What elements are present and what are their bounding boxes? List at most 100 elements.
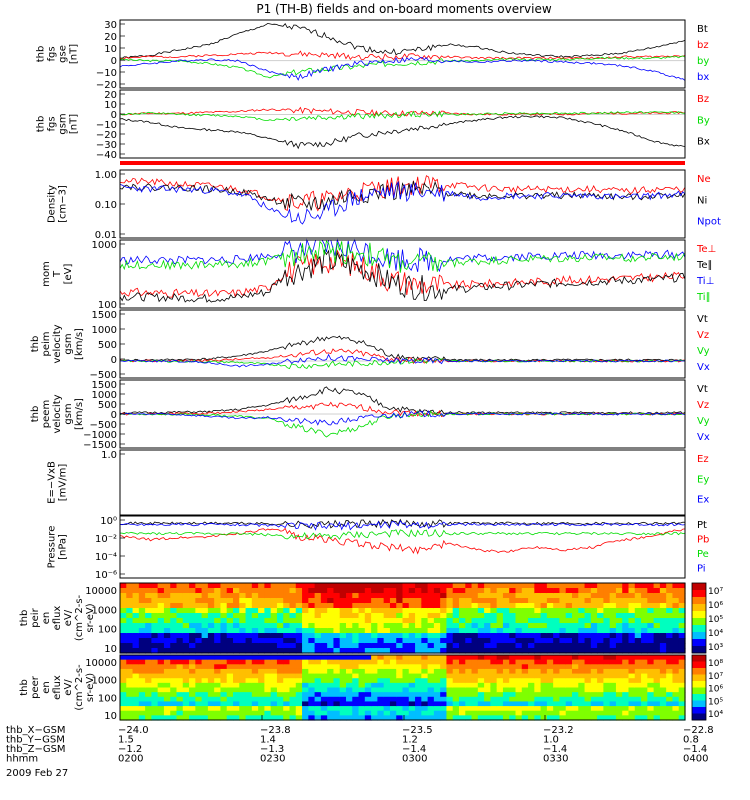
spectrogram-cell <box>195 618 203 624</box>
spectrogram-cell <box>258 668 265 675</box>
spectrogram-cell <box>597 678 604 684</box>
spectrogram-cell <box>264 638 272 644</box>
spectrogram-cell <box>408 588 416 594</box>
panel-peim_velocity: 150010005000−500VtVzVyVxthbpeimvelocityg… <box>30 309 710 381</box>
colorbar-tick-label: 10⁷ <box>708 587 723 597</box>
spectrogram-cell <box>132 659 140 665</box>
x-axis-value: −1.4 <box>543 744 567 755</box>
spectrogram-cell <box>176 701 184 707</box>
spectrogram-cell <box>540 598 548 604</box>
spectrogram-cell <box>176 687 184 693</box>
y-tick-label: 10 <box>104 644 117 655</box>
spectrogram-cell <box>346 673 353 679</box>
spectrogram-cell <box>132 628 140 634</box>
spectrogram-cell <box>647 613 655 619</box>
colorbar-tick-label: 10⁵ <box>708 697 723 707</box>
spectrogram-cell <box>452 593 460 599</box>
spectrogram-cell <box>678 638 686 644</box>
spectrogram-cell <box>339 618 347 624</box>
spectrogram-cell <box>295 603 303 609</box>
spectrogram-cell <box>396 710 404 716</box>
spectrogram-cell <box>653 638 661 644</box>
spectrogram-cell <box>383 603 391 609</box>
spectrogram-cell <box>189 696 196 703</box>
spectrogram-cell <box>502 668 510 675</box>
spectrogram-cell <box>258 655 265 661</box>
spectrogram-cell <box>597 618 604 624</box>
spectrogram-cell <box>534 710 542 716</box>
series-line-fgs_gsm-2 <box>119 115 686 150</box>
x-axis-value: 1.2 <box>402 735 418 746</box>
spectrogram-cell <box>120 608 127 614</box>
spectrogram-cell <box>214 643 222 649</box>
spectrogram-cell <box>471 593 479 599</box>
spectrogram-cell <box>220 593 228 599</box>
spectrogram-cell <box>408 673 416 679</box>
spectrogram-cell <box>377 638 385 644</box>
spectrogram-cell <box>358 583 366 589</box>
spectrogram-cell <box>540 692 548 698</box>
spectrogram-cell <box>534 682 542 689</box>
spectrogram-cell <box>195 608 203 614</box>
spectrogram-cell <box>427 715 435 721</box>
spectrogram-cell <box>459 638 466 644</box>
spectrogram-cell <box>628 659 636 665</box>
spectrogram-cell <box>220 668 228 675</box>
spectrogram-cell <box>233 673 240 679</box>
spectrogram-cell <box>666 608 674 614</box>
spectrogram-cell <box>427 608 435 614</box>
spectrogram-cell <box>396 668 404 675</box>
spectrogram-cell <box>477 638 485 644</box>
spectrogram-cell <box>320 706 328 712</box>
spectrogram-cell <box>270 593 278 599</box>
spectrogram-cell <box>233 588 240 594</box>
spectrogram-cell <box>484 687 491 693</box>
spectrogram-cell <box>383 598 391 604</box>
spectrogram-cell <box>220 682 228 689</box>
legend-entry: Bz <box>697 94 709 105</box>
spectrogram-cell <box>433 648 441 654</box>
series-line-fgs_gse-0 <box>119 22 686 59</box>
spectrogram-cell <box>572 664 579 670</box>
spectrogram-cell <box>226 673 234 679</box>
spectrogram-cell <box>132 623 140 629</box>
spectrogram-cell <box>126 588 134 594</box>
spectrogram-cell <box>201 618 209 624</box>
spectrogram-cell <box>233 701 240 707</box>
spectrogram-cell <box>521 673 529 679</box>
spectrogram-cell <box>402 613 410 619</box>
spectrogram-cell <box>226 583 234 589</box>
spectrogram-cell <box>490 710 498 716</box>
colorbar-segment <box>692 694 706 697</box>
spectrogram-cell <box>440 701 448 707</box>
spectrogram-cell <box>572 598 579 604</box>
spectrogram-cell <box>502 648 510 654</box>
spectrogram-cell <box>195 638 203 644</box>
spectrogram-cell <box>484 710 491 716</box>
spectrogram-cell <box>452 659 460 665</box>
spectrogram-cell <box>490 608 498 614</box>
spectrogram-cell <box>553 687 561 693</box>
spectrogram-cell <box>408 678 416 684</box>
spectrogram-cell <box>465 710 473 716</box>
spectrogram-cell <box>352 583 360 589</box>
spectrogram-cell <box>678 618 686 624</box>
spectrogram-cell <box>634 608 642 614</box>
spectrogram-cell <box>339 613 347 619</box>
spectrogram-cell <box>402 673 410 679</box>
spectrogram-cell <box>201 706 209 712</box>
spectrogram-cell <box>120 648 127 654</box>
spectrogram-cell <box>120 618 127 624</box>
spectrogram-cell <box>214 706 222 712</box>
spectrogram-cell <box>170 628 178 634</box>
spectrogram-cell <box>371 633 378 639</box>
spectrogram-cell <box>653 598 661 604</box>
spectrogram-cell <box>245 608 253 614</box>
spectrogram-cell <box>333 593 341 599</box>
spectrogram-cell <box>270 696 278 703</box>
spectrogram-cell <box>233 715 240 721</box>
spectrogram-cell <box>302 633 309 639</box>
spectrogram-cell <box>452 643 460 649</box>
spectrogram-cell <box>283 696 291 703</box>
